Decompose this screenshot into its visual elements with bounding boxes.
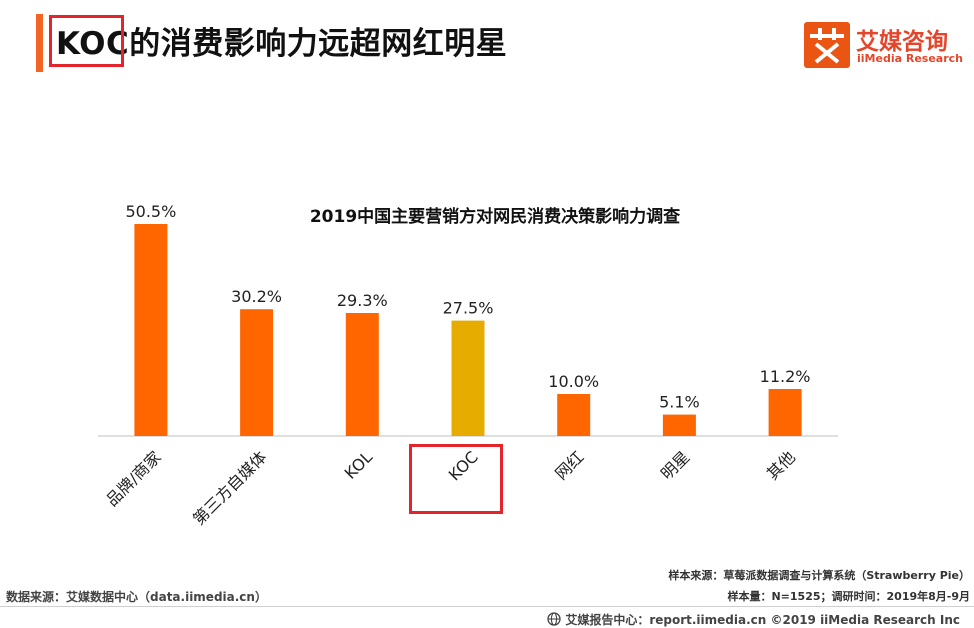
data-label-5: 5.1%: [659, 393, 700, 412]
data-label-0: 50.5%: [125, 202, 176, 221]
data-label-3: 27.5%: [443, 299, 494, 318]
bar-1: [240, 309, 274, 436]
globe-icon: [547, 612, 561, 626]
category-label-2: KOL: [341, 447, 377, 483]
footer-text: 艾媒报告中心：report.iimedia.cn ©2019 iiMedia R…: [565, 613, 960, 627]
bar-0: [134, 224, 168, 436]
footer-divider: [0, 606, 974, 607]
data-label-2: 29.3%: [337, 291, 388, 310]
data-label-4: 10.0%: [548, 372, 599, 391]
logo: 艾媒咨询 iiMedia Research: [804, 22, 964, 70]
category-label-1: 第三方自媒体: [189, 447, 270, 528]
title-accent-bar: [36, 14, 43, 72]
sample-info: 样本来源：草莓派数据调查与计算系统（Strawberry Pie） 样本量：N=…: [668, 565, 970, 607]
chart-title: 2019中国主要营销方对网民消费决策影响力调查: [309, 207, 681, 227]
sample-size: 样本量：N=1525；调研时间：2019年8月-9月: [727, 590, 970, 603]
page-title: KOC的消费影响力远超网红明星: [56, 26, 508, 62]
koc-category-highlight-box: [409, 444, 503, 514]
bar-5: [662, 414, 696, 436]
category-label-4: 网红: [551, 447, 587, 483]
bar-2: [345, 313, 379, 436]
logo-mark: [804, 22, 850, 68]
bar-6: [768, 389, 802, 436]
logo-text-en: iiMedia Research: [857, 52, 963, 65]
sample-source: 样本来源：草莓派数据调查与计算系统（Strawberry Pie）: [668, 569, 970, 582]
data-source-note: 数据来源：艾媒数据中心（data.iimedia.cn）: [6, 590, 267, 604]
category-label-0: 品牌/商家: [102, 447, 165, 510]
bar-3: [451, 320, 485, 436]
data-label-6: 11.2%: [760, 367, 811, 386]
bar-4: [557, 394, 591, 436]
category-label-6: 其他: [763, 447, 799, 483]
footer: 艾媒报告中心：report.iimedia.cn ©2019 iiMedia R…: [547, 611, 960, 628]
data-label-1: 30.2%: [231, 287, 282, 306]
title-koc-highlight-box: [49, 15, 124, 67]
logo-text-cn: 艾媒咨询: [856, 29, 948, 55]
category-label-5: 明星: [657, 447, 693, 483]
